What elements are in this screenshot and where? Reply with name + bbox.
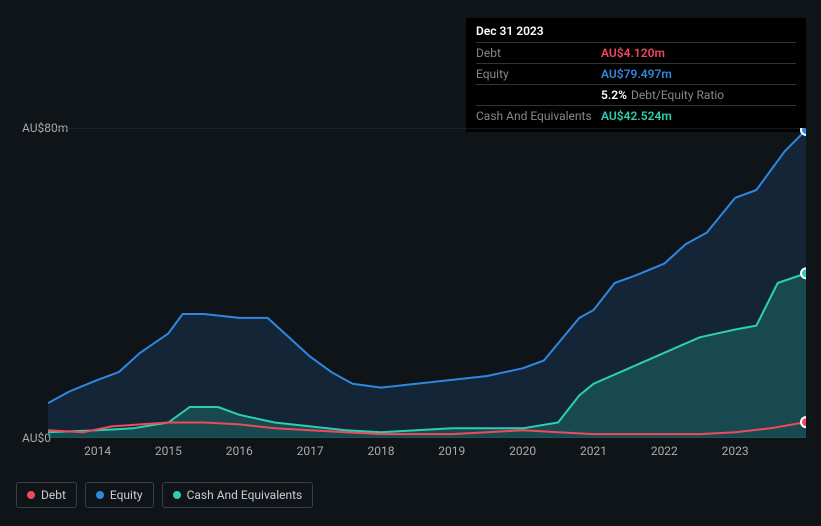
tooltip-value: AU$42.524m <box>601 109 672 123</box>
y-axis-label: AU$0 <box>22 431 51 445</box>
tooltip-label <box>476 88 601 102</box>
x-axis: 2014 2015 2016 2017 2018 2019 2020 2021 2022 2023 <box>48 444 806 462</box>
legend-dot-icon <box>96 491 104 499</box>
tooltip-value: AU$79.497m <box>601 67 672 81</box>
x-axis-label: 2016 <box>226 444 253 458</box>
x-axis-label: 2019 <box>438 444 465 458</box>
tooltip-row: EquityAU$79.497m <box>476 63 796 84</box>
x-axis-label: 2015 <box>155 444 182 458</box>
x-axis-label: 2021 <box>580 444 607 458</box>
tooltip-box: Dec 31 2023 DebtAU$4.120mEquityAU$79.497… <box>466 18 806 132</box>
tooltip-label: Debt <box>476 46 601 60</box>
legend-item[interactable]: Debt <box>16 482 77 508</box>
x-axis-label: 2022 <box>651 444 678 458</box>
tooltip-label: Equity <box>476 67 601 81</box>
tooltip-row: DebtAU$4.120m <box>476 42 796 63</box>
tooltip-value: AU$4.120m <box>601 46 665 60</box>
legend-dot-icon <box>173 491 181 499</box>
x-axis-label: 2017 <box>297 444 324 458</box>
series-end-marker <box>801 417 806 427</box>
x-axis-label: 2018 <box>367 444 394 458</box>
x-axis-label: 2023 <box>722 444 749 458</box>
tooltip-row: 5.2% Debt/Equity Ratio <box>476 84 796 105</box>
series-end-marker <box>801 268 806 278</box>
x-axis-label: 2014 <box>84 444 111 458</box>
legend-dot-icon <box>27 491 35 499</box>
legend-label: Cash And Equivalents <box>187 488 303 502</box>
tooltip-suffix: Debt/Equity Ratio <box>631 88 724 102</box>
legend-label: Equity <box>110 488 143 502</box>
tooltip-date: Dec 31 2023 <box>476 24 796 42</box>
chart-svg[interactable] <box>48 128 806 438</box>
x-axis-label: 2020 <box>509 444 536 458</box>
tooltip-label: Cash And Equivalents <box>476 109 601 123</box>
legend-label: Debt <box>41 488 66 502</box>
series-end-marker <box>801 128 806 135</box>
legend-item[interactable]: Equity <box>85 482 154 508</box>
tooltip-value: 5.2% <box>601 88 627 102</box>
chart-area: AU$80mAU$0 20142015201620172018201920202… <box>16 122 806 462</box>
legend-item[interactable]: Cash And Equivalents <box>162 482 314 508</box>
legend: Debt Equity Cash And Equivalents <box>16 482 313 508</box>
